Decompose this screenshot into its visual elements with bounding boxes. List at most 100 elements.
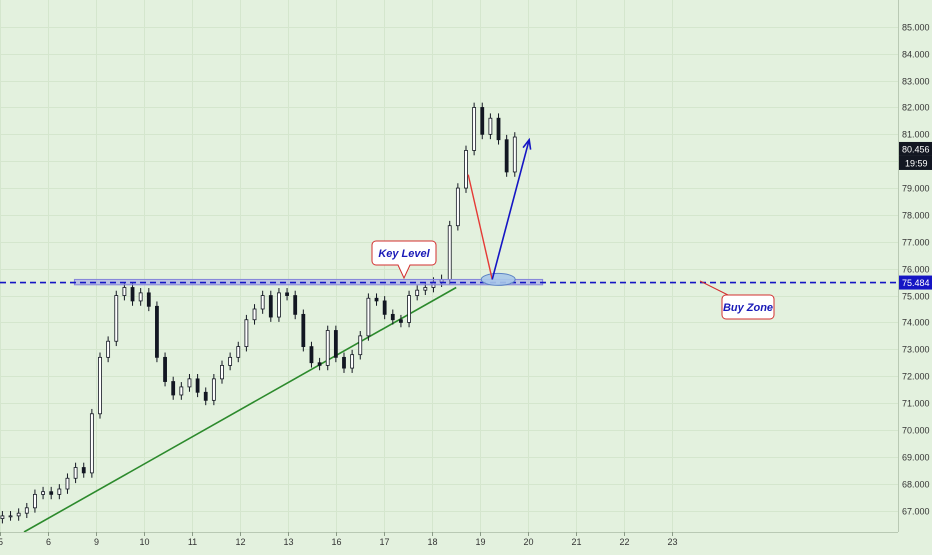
candle-body	[171, 381, 176, 396]
candle-body	[122, 287, 127, 296]
y-tick-label: 70.000	[902, 426, 930, 436]
key-level-price-badge	[899, 275, 932, 290]
candle-body	[130, 287, 135, 302]
candle-body	[317, 362, 322, 366]
candle-body	[358, 335, 363, 356]
x-tick-label: 22	[619, 537, 629, 547]
bar-countdown-label: 19:59	[905, 158, 928, 168]
current-price-badge	[899, 141, 932, 156]
x-tick-label: 17	[379, 537, 389, 547]
candle-body	[244, 319, 249, 348]
candle-body	[41, 491, 45, 495]
projection-up-arrowhead	[522, 137, 532, 150]
candle-body	[81, 467, 86, 474]
current-price-label: 80.456	[902, 144, 930, 154]
x-tick-label: 20	[523, 537, 533, 547]
y-tick-label: 67.000	[902, 507, 930, 517]
candle-body	[277, 292, 281, 318]
candle-body	[73, 467, 78, 479]
x-tick-label: 12	[235, 537, 245, 547]
key-level-callout-box	[371, 240, 437, 280]
candle-body	[447, 225, 452, 280]
y-tick-label: 73.000	[902, 345, 930, 355]
grid-layer	[0, 0, 898, 532]
x-tick-label: 21	[571, 537, 581, 547]
candle-body	[187, 378, 192, 388]
x-tick-label: 16	[331, 537, 341, 547]
candle-body	[415, 289, 420, 296]
candle-body	[89, 413, 94, 474]
candle-body	[488, 117, 493, 135]
candle-body	[146, 292, 151, 307]
trendline	[23, 286, 457, 533]
buy-zone-callout-box	[721, 294, 775, 320]
x-tick-label: 13	[283, 537, 293, 547]
candle-body	[0, 515, 5, 519]
trendline-layer	[23, 286, 457, 533]
buy-zone-ellipse	[480, 272, 516, 286]
buy-zone-callout-label: Buy Zone	[723, 302, 773, 314]
candle-body	[106, 340, 111, 358]
y-tick-label: 77.000	[902, 238, 930, 248]
candle-body	[480, 107, 485, 135]
candle-body	[464, 150, 468, 189]
candle-body	[49, 491, 54, 495]
candle-body	[8, 515, 13, 518]
candle-body	[350, 354, 355, 369]
candle-body	[390, 313, 395, 321]
candle-body	[333, 330, 338, 358]
candle-body	[211, 378, 216, 401]
x-tick-label: 18	[427, 537, 437, 547]
key-level-price-label: 75.484	[902, 278, 930, 288]
x-tick-label: 11	[188, 537, 197, 547]
candle-body	[16, 512, 21, 517]
candle-body	[342, 356, 346, 369]
candle-body	[496, 117, 501, 141]
candle-body	[138, 292, 143, 302]
key-level-callout-label: Key Level	[378, 248, 430, 260]
candle-body	[504, 139, 509, 173]
y-tick-label: 68.000	[902, 480, 930, 490]
x-tick-label: 23	[667, 537, 677, 547]
candle-body	[179, 386, 184, 396]
y-tick-label: 69.000	[902, 453, 930, 463]
candle-body	[268, 295, 273, 318]
x-tick-label: 5	[0, 537, 3, 547]
candle-body	[399, 319, 403, 323]
candle-body	[155, 305, 159, 358]
y-tick-label: 78.000	[902, 211, 930, 221]
overlay-layer	[0, 137, 898, 286]
candle-body	[423, 287, 428, 291]
candle-body	[366, 297, 371, 337]
candle-body	[24, 507, 29, 514]
candle-body	[293, 295, 298, 315]
y-tick-label: 81.000	[902, 130, 930, 140]
y-tick-label: 79.000	[902, 184, 930, 194]
candle-body	[455, 187, 460, 227]
time-axis[interactable]: 5 6 9 10 11 12 13 16 17 18 19 20 21 22 23	[0, 532, 678, 547]
x-tick-label: 6	[46, 537, 51, 547]
candle-body	[65, 477, 70, 490]
candle-body	[236, 346, 241, 358]
candle-body	[57, 488, 62, 495]
x-tick-label: 19	[475, 537, 485, 547]
candle-body	[512, 136, 517, 173]
y-tick-label: 76.000	[902, 265, 930, 275]
candle-body	[472, 107, 477, 151]
projection-down-line	[467, 174, 493, 280]
y-tick-label: 82.000	[902, 103, 930, 113]
candle-body	[374, 297, 379, 302]
y-tick-label: 83.000	[902, 77, 930, 87]
projection-up-line	[491, 139, 530, 280]
label-layer: Key Level Buy Zone	[371, 240, 775, 320]
candle-body	[382, 300, 387, 315]
x-tick-label: 10	[139, 537, 149, 547]
candle-body	[163, 356, 167, 382]
candle-body	[260, 295, 265, 310]
price-axis[interactable]: 67.000 68.000 69.000 70.000 71.000 72.000 73.0…	[899, 23, 932, 517]
candle-body	[309, 346, 314, 364]
y-tick-label: 74.000	[902, 318, 930, 328]
